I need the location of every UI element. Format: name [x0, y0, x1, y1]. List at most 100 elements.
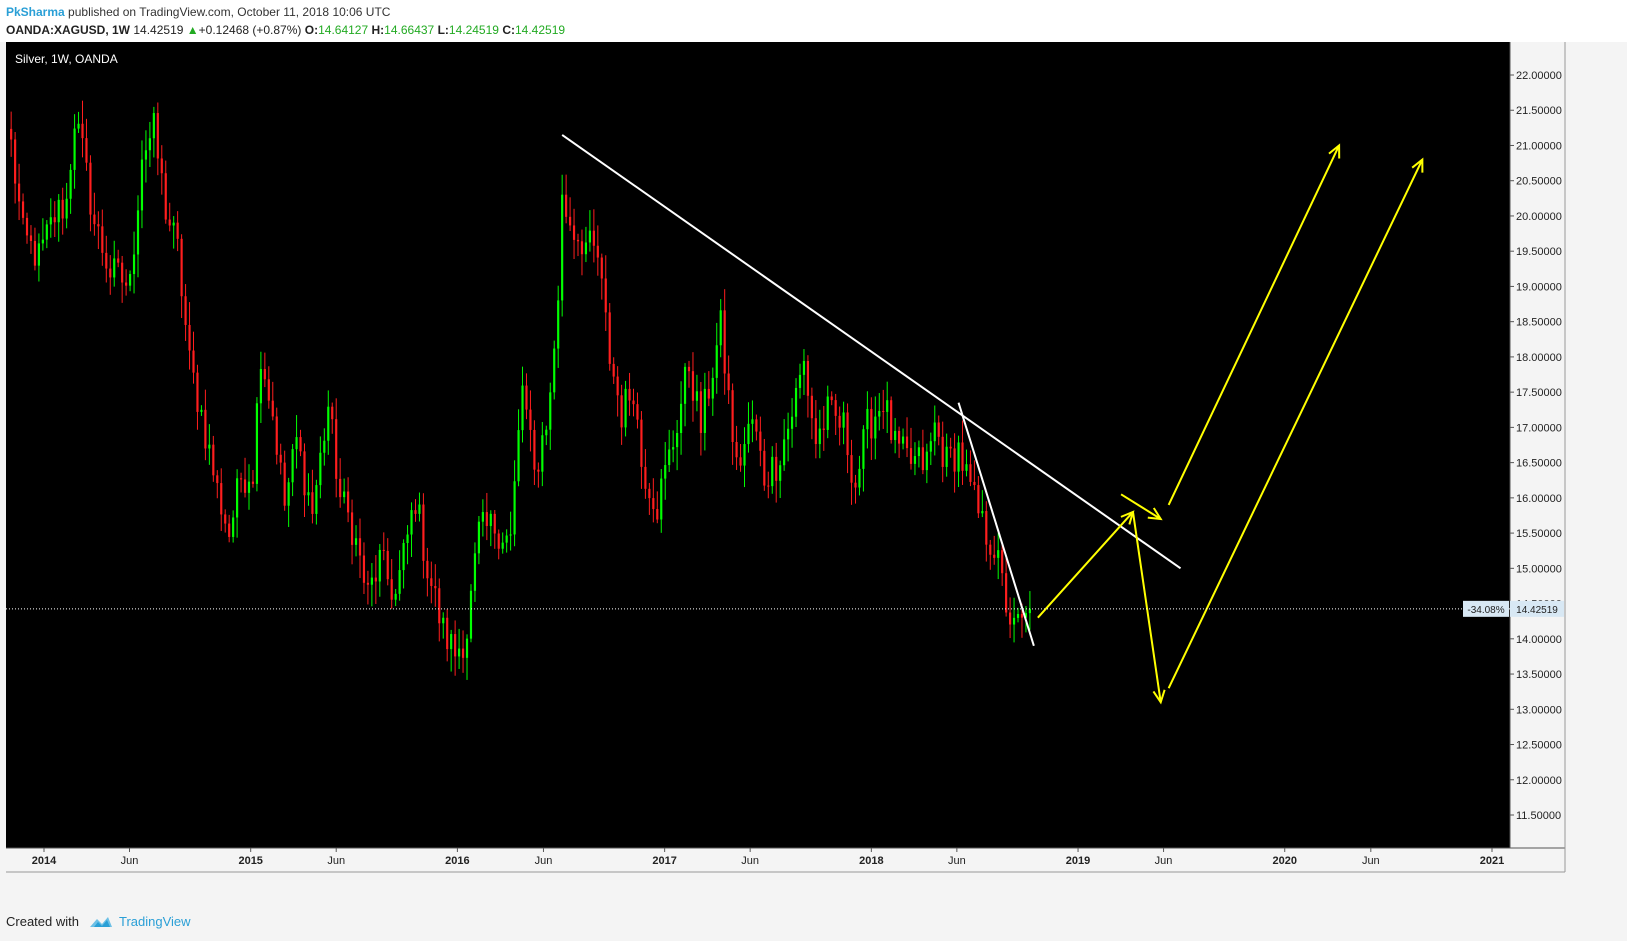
candle-body: [1012, 617, 1016, 625]
tradingview-link[interactable]: TradingView: [118, 914, 191, 929]
candle-body: [354, 538, 358, 545]
y-tick-label: 16.00000: [1516, 493, 1562, 505]
candle-body: [224, 514, 227, 524]
x-tick-label: 2016: [445, 855, 469, 867]
candle-body: [854, 482, 857, 488]
candle-body: [727, 373, 730, 391]
arrow-proj-small[interactable]: [1120, 493, 1162, 520]
candle-body: [41, 239, 44, 244]
candle-body: [140, 159, 144, 211]
time-axis[interactable]: [6, 848, 1510, 872]
candle-body: [442, 617, 445, 624]
candle-body: [580, 241, 584, 255]
candle-body: [216, 475, 219, 484]
candle-body: [465, 638, 469, 658]
candle-body: [295, 437, 298, 450]
high-value: 14.66437: [384, 23, 435, 37]
candle-body: [588, 230, 591, 243]
candle-body: [331, 406, 334, 420]
candle-body: [57, 199, 60, 223]
candle-body: [628, 388, 631, 401]
candle-body: [905, 436, 909, 449]
candle-body: [402, 543, 405, 571]
arrow-proj-up-big-1[interactable]: [1167, 145, 1341, 506]
candle-body: [810, 395, 813, 419]
trendline-steep-down[interactable]: [957, 402, 1035, 647]
candle-body: [10, 128, 13, 140]
candle-body: [73, 128, 76, 170]
published-text: published on TradingView.com, October 11…: [68, 5, 391, 19]
candle-body: [188, 324, 191, 351]
candle-body: [755, 419, 758, 432]
candle-body: [933, 422, 936, 442]
candle-body: [790, 416, 794, 429]
candle-body: [430, 578, 433, 587]
candle-body: [509, 534, 512, 536]
candle-body: [168, 219, 171, 226]
candle-body: [886, 400, 889, 412]
candle-body: [1001, 550, 1004, 574]
candle-body: [89, 162, 92, 215]
candle-body: [501, 542, 504, 549]
candle-body: [406, 534, 409, 544]
price-change: +0.12468 (+0.87%): [198, 23, 302, 37]
candle-body: [834, 400, 837, 416]
pct-badge: [1463, 600, 1509, 617]
candle-body: [97, 224, 100, 227]
candle-body: [648, 488, 651, 499]
candle-body: [200, 409, 203, 412]
x-tick-label: Jun: [741, 855, 759, 867]
candle-body: [350, 512, 354, 545]
candle-body: [279, 454, 282, 463]
candle-body: [136, 210, 140, 255]
candle-body: [69, 169, 72, 199]
author-link[interactable]: PkSharma: [6, 5, 65, 19]
candle-body: [410, 510, 413, 535]
candle-body: [925, 451, 928, 471]
candle-body: [521, 385, 524, 431]
candle-body: [386, 550, 389, 580]
candle-body: [961, 442, 964, 471]
footer: Created with TradingView: [6, 914, 191, 929]
candle-body: [997, 550, 1000, 558]
candle-body: [45, 224, 48, 240]
candle-body: [1020, 614, 1024, 618]
candle-body: [957, 442, 960, 472]
candle-body: [394, 593, 397, 600]
candle-body: [481, 512, 484, 522]
candle-body: [315, 485, 318, 514]
y-tick-label: 17.50000: [1516, 387, 1562, 399]
y-tick-label: 19.50000: [1516, 246, 1562, 258]
candle-body: [418, 504, 421, 514]
drawings-layer: [561, 134, 1424, 705]
candle-body: [620, 395, 623, 428]
y-tick-label: 19.00000: [1516, 281, 1562, 293]
price-axis[interactable]: [1510, 42, 1565, 848]
candle-body: [937, 422, 940, 437]
arrow-proj-up-1[interactable]: [1037, 511, 1134, 619]
candle-body: [160, 158, 163, 174]
trendline-main-resistance[interactable]: [561, 134, 1182, 570]
candle-body: [291, 449, 294, 483]
candle-body: [561, 194, 564, 301]
arrow-proj-down[interactable]: [1131, 511, 1162, 703]
candle-body: [176, 222, 179, 239]
arrow-proj-up-big-2[interactable]: [1167, 159, 1424, 689]
x-tick-label: 2020: [1272, 855, 1296, 867]
candle-body: [604, 278, 607, 313]
candle-body: [172, 222, 175, 226]
candle-body: [949, 446, 952, 449]
candle-body: [687, 366, 691, 372]
candle-body: [739, 457, 742, 466]
candle-body: [707, 388, 710, 399]
candle-body: [1028, 608, 1031, 614]
candle-body: [751, 419, 754, 424]
candle-body: [33, 240, 37, 266]
candle-body: [128, 274, 132, 286]
y-tick-label: 20.50000: [1516, 176, 1562, 188]
candle-body: [731, 390, 734, 442]
candle-body: [358, 538, 362, 556]
price-chart[interactable]: Silver, 1W, OANDA 22.00000 21.50000 21.000…: [0, 42, 1627, 910]
candle-body: [438, 588, 441, 624]
candle-body: [454, 634, 457, 657]
